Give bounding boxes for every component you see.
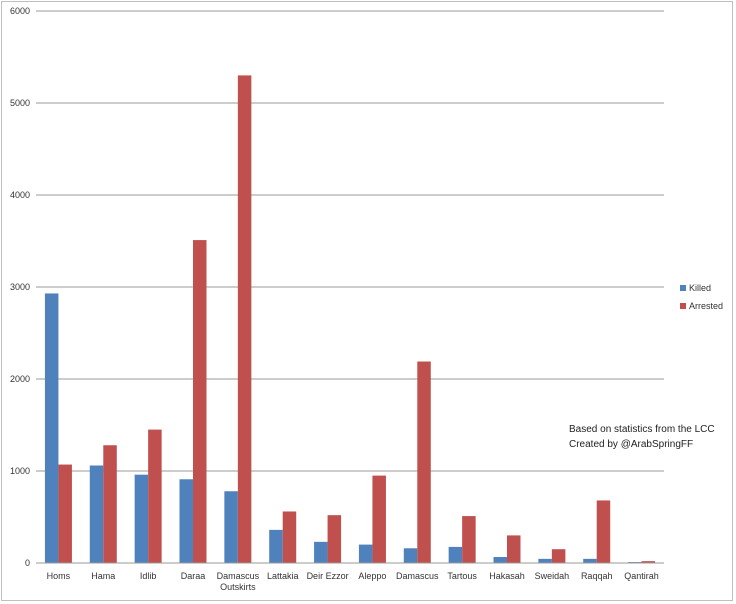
x-tick-label: Hakasah — [489, 571, 525, 581]
y-axis-ticks: 0 1000 2000 3000 4000 5000 6000 — [10, 6, 30, 568]
y-tick-label: 0 — [25, 558, 30, 568]
x-tick-label: Damascus — [396, 571, 439, 581]
y-tick-label: 4000 — [10, 190, 30, 200]
y-tick-label: 5000 — [10, 98, 30, 108]
bar-arrested — [551, 549, 566, 563]
bar-arrested — [148, 429, 162, 563]
y-tick-label: 2000 — [10, 374, 30, 384]
x-axis-labels: Homs Hama Idlib Daraa Damascus Outskirts Latta… — [47, 571, 659, 592]
legend-label-killed: Killed — [689, 283, 711, 293]
legend: Killed Arrested — [680, 283, 723, 311]
y-tick-label: 3000 — [10, 282, 30, 292]
legend-swatch-killed — [680, 285, 686, 291]
x-tick-label: Qantirah — [624, 571, 659, 581]
bar-arrested — [462, 516, 476, 563]
x-tick-label: Hama — [91, 571, 115, 581]
x-tick-label: Sweidah — [535, 571, 570, 581]
bar-killed — [134, 474, 149, 563]
source-note-line: Based on statistics from the LCC — [569, 424, 715, 435]
bar-arrested — [282, 511, 297, 563]
bar-killed — [493, 557, 507, 563]
bar-killed — [314, 541, 328, 563]
bar-killed — [44, 293, 59, 563]
bar-killed — [538, 558, 552, 563]
bar-arrested — [237, 75, 252, 564]
bar-killed — [269, 529, 283, 563]
bar-arrested — [641, 561, 656, 563]
legend-label-arrested: Arrested — [689, 301, 723, 311]
x-tick-label: Idlib — [140, 571, 157, 581]
legend-swatch-arrested — [680, 303, 686, 309]
bar-killed — [448, 546, 463, 563]
bar-killed — [358, 544, 373, 563]
y-tick-label: 1000 — [10, 466, 30, 476]
x-tick-label: Damascus Outskirts — [217, 571, 260, 592]
bar-arrested — [372, 475, 386, 563]
gridlines — [36, 10, 664, 472]
x-tick-label: Aleppo — [358, 571, 386, 581]
bar-arrested — [596, 500, 611, 563]
x-tick-label: Lattakia — [267, 571, 299, 581]
bar-arrested — [193, 240, 207, 563]
x-tick-label: Tartous — [447, 571, 477, 581]
bar-killed — [89, 465, 104, 563]
source-note: Based on statistics from the LCC Created… — [569, 422, 715, 452]
x-tick-label: Homs — [47, 571, 71, 581]
x-tick-label: Deir Ezzor — [307, 571, 349, 581]
bar-killed — [403, 548, 418, 563]
bar-arrested — [417, 361, 431, 563]
bar-arrested — [103, 445, 117, 563]
bar-killed — [179, 479, 193, 563]
bar-killed — [583, 558, 597, 563]
bars — [44, 75, 656, 564]
x-tick-label: Raqqah — [581, 571, 613, 581]
credit-note-line: Created by @ArabSpringFF — [569, 439, 694, 450]
bar-arrested — [327, 515, 342, 563]
bar-arrested — [507, 535, 521, 563]
x-tick-label: Daraa — [181, 571, 206, 581]
y-tick-label: 6000 — [10, 6, 30, 16]
bar-killed — [224, 491, 238, 563]
bar-arrested — [58, 464, 72, 563]
